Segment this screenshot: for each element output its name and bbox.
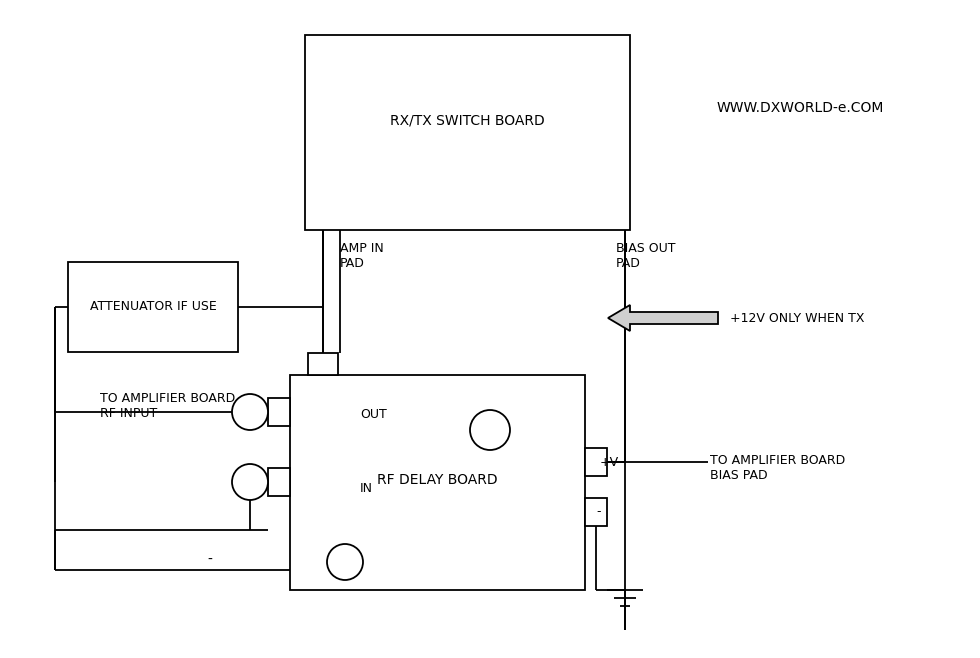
Text: TO AMPLIFIER BOARD
BIAS PAD: TO AMPLIFIER BOARD BIAS PAD [710,454,845,482]
Bar [305,35,630,230]
Text: -: - [596,505,601,519]
Text: RF DELAY BOARD: RF DELAY BOARD [376,473,497,487]
Bar [268,468,290,496]
Text: IN: IN [360,482,373,495]
Text: AMP IN
PAD: AMP IN PAD [340,242,384,270]
Circle shape [470,410,510,450]
Text: -: - [208,553,213,567]
Bar [585,448,607,476]
Polygon shape [608,305,718,331]
Bar [290,375,585,590]
Bar [268,398,290,426]
Bar [308,353,338,375]
Text: +12V ONLY WHEN TX: +12V ONLY WHEN TX [730,311,864,324]
Text: +V: +V [600,455,619,468]
Circle shape [232,464,268,500]
Text: BIAS OUT
PAD: BIAS OUT PAD [616,242,675,270]
Text: ATTENUATOR IF USE: ATTENUATOR IF USE [89,301,217,313]
Text: RX/TX SWITCH BOARD: RX/TX SWITCH BOARD [390,113,544,127]
Bar [68,262,238,352]
Text: OUT: OUT [360,409,387,422]
Circle shape [327,544,363,580]
Text: WWW.DXWORLD-e.COM: WWW.DXWORLD-e.COM [716,101,884,115]
Bar [585,498,607,526]
Circle shape [232,394,268,430]
Text: TO AMPLIFIER BOARD
RF INPUT: TO AMPLIFIER BOARD RF INPUT [100,392,235,420]
